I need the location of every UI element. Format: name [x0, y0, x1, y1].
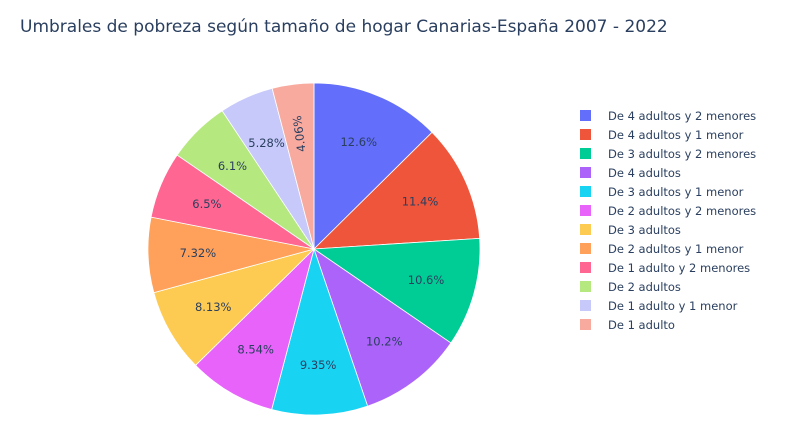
pie-slice-label: 10.2%	[366, 335, 403, 349]
pie-slice-label: 5.28%	[248, 136, 285, 150]
legend-item[interactable]: De 2 adultos y 2 menores	[580, 201, 756, 220]
pie-slice-label: 7.32%	[180, 246, 217, 260]
legend-item[interactable]: De 1 adulto y 2 menores	[580, 258, 756, 277]
legend-swatch	[580, 224, 591, 235]
pie-slice[interactable]	[312, 131, 481, 250]
legend-swatch	[580, 243, 591, 254]
pie-slice-label: 4.06%	[290, 115, 309, 153]
pie-slice-labels: 12.6% 11.4% 10.6% 10.2% 9.35% 8.54% 8.13% 7.32%…	[180, 115, 445, 372]
chart-title: Umbrales de pobreza según tamaño de hoga…	[20, 17, 668, 37]
pie-slice-label: 10.6%	[408, 273, 445, 287]
legend-label: De 1 adulto y 1 menor	[608, 298, 738, 313]
legend-label: De 4 adultos	[608, 165, 681, 180]
legend-item[interactable]: De 1 adulto	[580, 315, 756, 334]
pie-slice[interactable]	[313, 82, 433, 250]
legend-swatch	[580, 186, 591, 197]
pie-slice-label: 11.4%	[402, 194, 439, 208]
pie-slice-label: 9.35%	[300, 358, 337, 372]
pie-slice[interactable]	[271, 82, 315, 250]
pie-slice[interactable]	[312, 237, 481, 344]
pie-slice[interactable]	[195, 247, 315, 410]
legend-item[interactable]: De 1 adulto y 1 menor	[580, 296, 756, 315]
pie-slice-label: 12.6%	[340, 135, 377, 149]
legend-swatch	[580, 281, 591, 292]
legend-swatch	[580, 205, 591, 216]
legend-label: De 3 adultos y 1 menor	[608, 184, 744, 199]
legend-label: De 2 adultos y 1 menor	[608, 241, 744, 256]
legend-item[interactable]: De 2 adultos y 1 menor	[580, 239, 756, 258]
legend-label: De 4 adultos y 2 menores	[608, 108, 757, 123]
legend-item[interactable]: De 4 adultos y 1 menor	[580, 125, 756, 144]
legend-item[interactable]: De 4 adultos y 2 menores	[580, 106, 756, 125]
legend-item[interactable]: De 3 adultos y 2 menores	[580, 144, 756, 163]
legend-swatch	[580, 167, 591, 178]
legend-label: De 3 adultos	[608, 222, 681, 237]
legend-swatch	[580, 300, 591, 311]
legend-item[interactable]: De 3 adultos y 1 menor	[580, 182, 756, 201]
pie-slice-label: 6.5%	[192, 197, 221, 211]
pie-slice-label: 8.13%	[195, 300, 232, 314]
legend-label: De 1 adulto	[608, 317, 675, 332]
legend-item[interactable]: De 4 adultos	[580, 163, 756, 182]
legend-swatch	[580, 319, 591, 330]
pie-slices	[147, 82, 481, 416]
legend-item[interactable]: De 3 adultos	[580, 220, 756, 239]
legend-label: De 1 adulto y 2 menores	[608, 260, 751, 275]
legend-swatch	[580, 148, 591, 159]
legend-label: De 2 adultos y 2 menores	[608, 203, 757, 218]
legend-swatch	[580, 110, 591, 121]
pie-slice[interactable]	[313, 247, 452, 407]
pie-slice-label: 6.1%	[218, 159, 247, 173]
legend-swatch	[580, 262, 591, 273]
legend-label: De 4 adultos y 1 menor	[608, 127, 744, 142]
legend: De 4 adultos y 2 menores De 4 adultos y 1…	[580, 106, 756, 334]
legend-label: De 2 adultos	[608, 279, 681, 294]
pie-slice-label: 8.54%	[237, 342, 274, 356]
pie-slice[interactable]	[271, 247, 369, 416]
legend-item[interactable]: De 2 adultos	[580, 277, 756, 296]
legend-label: De 3 adultos y 2 menores	[608, 146, 757, 161]
legend-swatch	[580, 129, 591, 140]
